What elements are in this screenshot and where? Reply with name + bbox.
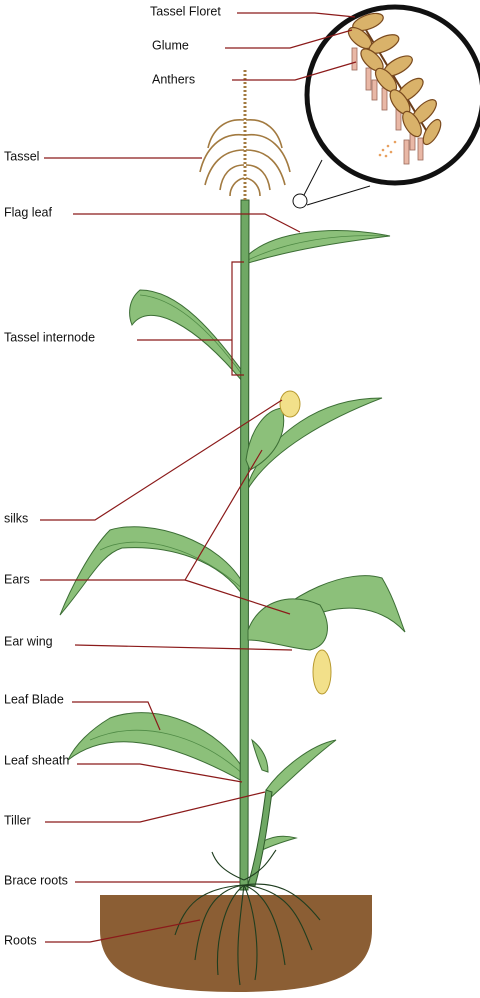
florets-part-part — [422, 118, 442, 146]
magnifier-part — [292, 193, 308, 209]
leaves-part — [251, 738, 269, 773]
label: Roots — [4, 933, 37, 947]
tassel-part — [199, 133, 245, 173]
tassel-part — [204, 149, 245, 186]
florets-part-part — [402, 110, 422, 138]
label: Brace roots — [4, 873, 68, 887]
labels: Tassel Floret Glume Anthers Tassel Flag … — [4, 4, 221, 947]
leader-lines-part — [237, 12, 356, 18]
label: Glume — [152, 38, 189, 52]
leader-lines-part — [45, 791, 266, 823]
florets-part-part — [389, 150, 393, 154]
label: Leaf sheath — [4, 753, 69, 767]
label: Tiller — [4, 813, 31, 827]
leaves-part — [247, 235, 386, 261]
tassel — [199, 70, 291, 200]
roots-part — [243, 884, 258, 981]
tassel-part — [245, 164, 271, 191]
florets-part-part — [384, 154, 388, 158]
tiller-stem — [247, 789, 273, 887]
label: silks — [4, 511, 28, 525]
tassel-part — [245, 119, 283, 149]
florets-part-part — [381, 148, 385, 152]
tassel-part — [245, 149, 286, 186]
leader-lines-part — [232, 61, 357, 81]
florets-part-part — [403, 139, 410, 165]
leader-lines-part — [40, 449, 263, 581]
label: Flag leaf — [4, 205, 52, 219]
florets-part-part — [381, 87, 388, 111]
label: Tassel — [4, 149, 39, 163]
roots-part — [211, 851, 245, 881]
florets-part-part — [378, 153, 382, 157]
tassel-part — [245, 177, 261, 197]
roots-part — [216, 884, 245, 976]
florets-part — [347, 12, 442, 146]
leader-lines-part — [225, 29, 353, 49]
florets — [347, 12, 442, 165]
leader-lines-part — [45, 919, 201, 943]
florets-part — [351, 47, 424, 165]
roots-part — [174, 884, 245, 936]
roots — [174, 849, 321, 986]
roots-part — [243, 883, 321, 921]
florets-part-part — [417, 137, 424, 161]
leaves-part — [67, 712, 245, 783]
florets-part-part — [371, 79, 378, 101]
leaves-part — [244, 230, 391, 265]
tassel-part — [219, 164, 245, 191]
roots-part — [243, 849, 277, 881]
stem — [239, 199, 250, 891]
ears-part — [247, 598, 328, 651]
florets-part-part — [393, 140, 397, 144]
label: Ear wing — [4, 634, 53, 648]
leader-lines-part — [231, 261, 244, 376]
label: Tassel internode — [4, 330, 95, 344]
roots-part — [237, 884, 245, 986]
tassel-part — [245, 133, 291, 173]
ears-part — [279, 390, 301, 418]
leaves-part — [257, 835, 298, 853]
label: Ears — [4, 572, 30, 586]
leader-lines — [40, 12, 357, 943]
florets-part-part — [386, 144, 390, 148]
leader-lines-part — [74, 644, 293, 651]
leader-lines-part — [40, 399, 283, 521]
label: Leaf Blade — [4, 692, 64, 706]
leaves-part — [89, 729, 245, 776]
roots-part — [243, 884, 286, 966]
label: Anthers — [152, 72, 195, 86]
florets-part-part — [365, 67, 372, 91]
ears-part — [312, 649, 332, 695]
soil — [100, 895, 372, 992]
leaves-part — [129, 289, 244, 384]
magnifier-part — [306, 185, 371, 206]
leader-lines-part — [77, 763, 243, 783]
roots-part — [243, 884, 313, 951]
magnifier-part — [303, 159, 323, 196]
leader-lines-part — [73, 213, 301, 233]
tassel-part — [207, 119, 245, 149]
leaves-part — [265, 739, 337, 801]
leaves-part — [59, 526, 245, 616]
roots-part — [194, 884, 245, 961]
leader-lines-part — [184, 579, 291, 615]
florets-part — [378, 140, 397, 158]
leader-lines-part — [72, 701, 161, 731]
tassel-part — [229, 177, 245, 197]
florets-part-part — [351, 47, 358, 71]
leaves-part — [99, 541, 245, 591]
label: Tassel Floret — [150, 4, 221, 18]
ears — [245, 390, 332, 695]
